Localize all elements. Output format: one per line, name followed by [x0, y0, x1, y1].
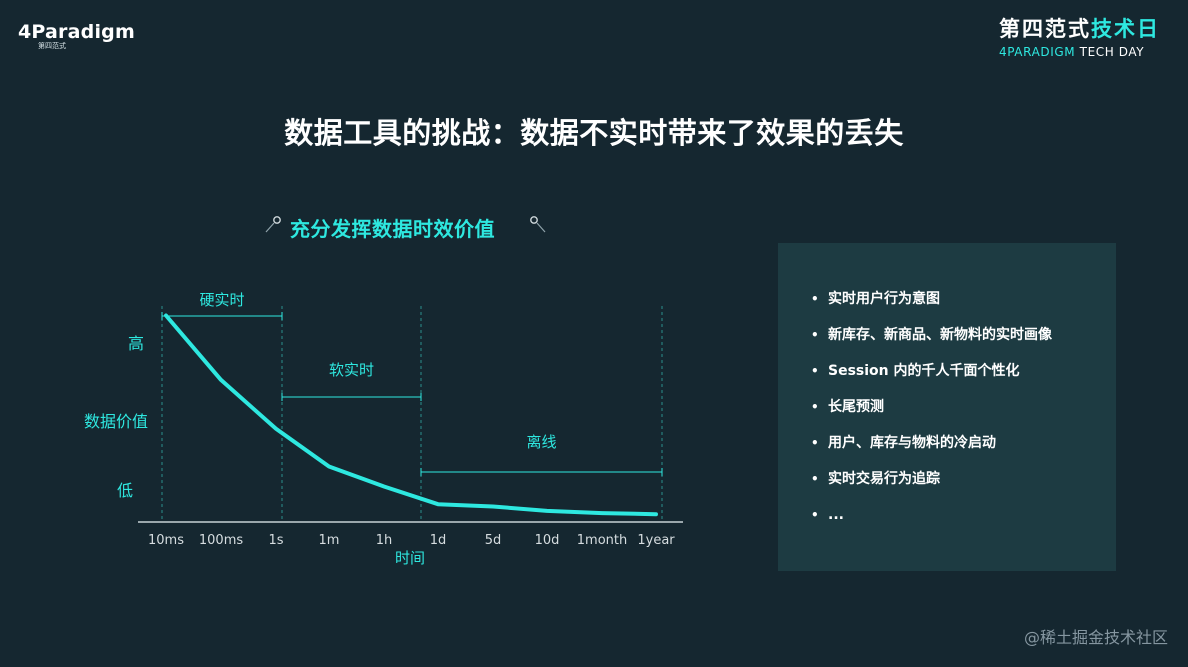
bullet-icon: • [811, 508, 819, 522]
company-logo: 4Paradigm 第四范式 [18, 22, 135, 51]
region-label: 硬实时 [199, 291, 244, 309]
region-label: 软实时 [329, 361, 374, 379]
bullet-icon: • [811, 364, 819, 378]
event-title-en-part1: 4PARADIGM [999, 45, 1076, 59]
list-item-label: 实时用户行为意图 [828, 291, 940, 307]
list-item-label: ... [828, 507, 844, 523]
region-label: 离线 [526, 433, 556, 451]
x-tick-label: 100ms [199, 533, 243, 548]
event-title-cn-part1: 第四范式 [999, 17, 1091, 41]
list-item: • 新库存、新商品、新物料的实时画像 [811, 325, 1052, 361]
x-tick-label: 10ms [148, 533, 184, 548]
use-case-list: • 实时用户行为意图 • 新库存、新商品、新物料的实时画像 • Session 内的千… [811, 289, 1052, 541]
x-tick-label: 1month [577, 533, 627, 548]
subtitle-left-rule [110, 216, 281, 233]
y-high-label: 高 [128, 334, 144, 353]
x-tick-label: 1year [637, 533, 675, 548]
bullet-icon: • [811, 472, 819, 486]
x-tick-label: 1d [430, 533, 447, 548]
list-item: • Session 内的千人千面个性化 [811, 361, 1052, 397]
bullet-icon: • [811, 400, 819, 414]
list-item: • 用户、库存与物料的冷启动 [811, 433, 1052, 469]
bullet-icon: • [811, 436, 819, 450]
watermark: @稀土掘金技术社区 [1023, 628, 1168, 647]
logo-subtext: 第四范式 [38, 42, 66, 50]
event-title-cn-part2: 技术日 [1091, 17, 1160, 41]
event-badge: 第四范式技术日 4PARADIGM TECH DAY [999, 16, 1160, 60]
event-title-en-part2: TECH DAY [1075, 45, 1145, 59]
x-tick-label: 10d [535, 533, 560, 548]
x-axis-label: 时间 [395, 549, 425, 567]
y-low-label: 低 [117, 481, 133, 500]
chart-subtitle: 充分发挥数据时效价值 [290, 217, 495, 241]
list-item-label: Session 内的千人千面个性化 [828, 363, 1020, 379]
y-axis-label: 数据价值 [84, 412, 148, 431]
x-tick-label: 1m [319, 533, 340, 548]
bullet-icon: • [811, 328, 819, 342]
x-tick-label: 1s [268, 533, 283, 548]
list-item: • 长尾预测 [811, 397, 1052, 433]
list-item: • 实时用户行为意图 [811, 289, 1052, 325]
x-tick-label: 1h [376, 533, 393, 548]
subtitle-right-rule [530, 216, 705, 233]
list-item-label: 新库存、新商品、新物料的实时画像 [828, 327, 1052, 343]
event-title-en: 4PARADIGM TECH DAY [999, 44, 1160, 60]
list-item-label: 用户、库存与物料的冷启动 [828, 435, 996, 451]
list-item: •... [811, 505, 1052, 541]
data-value-line [164, 313, 658, 517]
event-title-cn: 第四范式技术日 [999, 16, 1160, 42]
list-item: • 实时交易行为追踪 [811, 469, 1052, 505]
bullet-icon: • [811, 292, 819, 306]
logo-text: 4Paradigm [18, 21, 135, 43]
use-case-panel: • 实时用户行为意图 • 新库存、新商品、新物料的实时画像 • Session 内的千… [778, 243, 1116, 571]
list-item-label: 长尾预测 [828, 399, 884, 415]
slide-title: 数据工具的挑战：数据不实时带来了效果的丢失 [284, 116, 904, 150]
x-tick-label: 5d [485, 533, 502, 548]
list-item-label: 实时交易行为追踪 [828, 471, 940, 487]
